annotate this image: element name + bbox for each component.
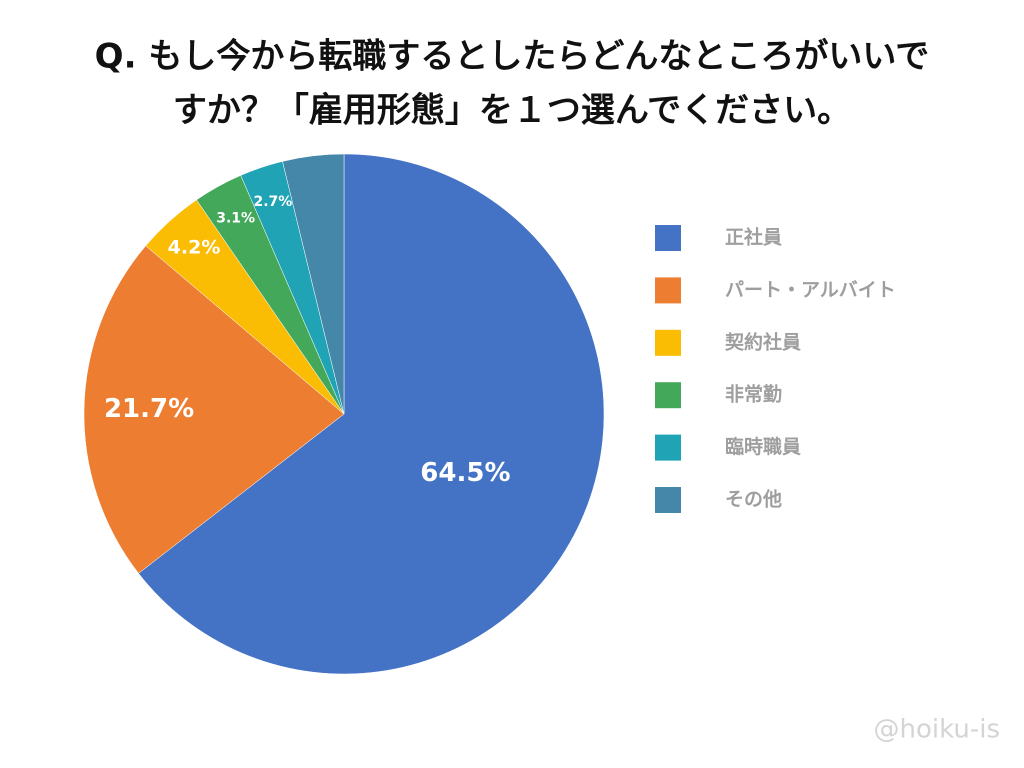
pie-slice xyxy=(83,245,345,574)
chart-title: Q. もし今から転職するとしたらどんなところがいいで xyxy=(95,37,930,77)
data-label: 64.5% xyxy=(420,458,510,488)
pie-slice xyxy=(138,153,605,675)
legend-swatch xyxy=(655,382,681,409)
legend-swatch xyxy=(655,225,681,251)
chart-title: すか？「雇用形態」を１つ選んでください。 xyxy=(173,91,851,131)
legend-swatch xyxy=(655,277,681,304)
legend-label: 臨時職員 xyxy=(725,435,801,458)
watermark: @hoiku-is xyxy=(874,715,1001,745)
data-label: 21.7% xyxy=(104,394,194,424)
legend-label: 契約社員 xyxy=(724,330,801,353)
legend-label: パート・アルバイト xyxy=(725,279,896,301)
legend-swatch xyxy=(655,487,681,513)
data-label: 2.7% xyxy=(253,194,292,210)
legend-swatch xyxy=(655,434,681,461)
legend-label: その他 xyxy=(725,488,782,511)
data-label: 4.2% xyxy=(168,237,221,259)
legend-swatch xyxy=(655,329,681,356)
legend-label: 正社員 xyxy=(725,226,782,249)
pie-slice xyxy=(282,153,345,415)
data-label: 3.1% xyxy=(216,210,255,226)
legend-label: 非常勤 xyxy=(725,383,782,406)
